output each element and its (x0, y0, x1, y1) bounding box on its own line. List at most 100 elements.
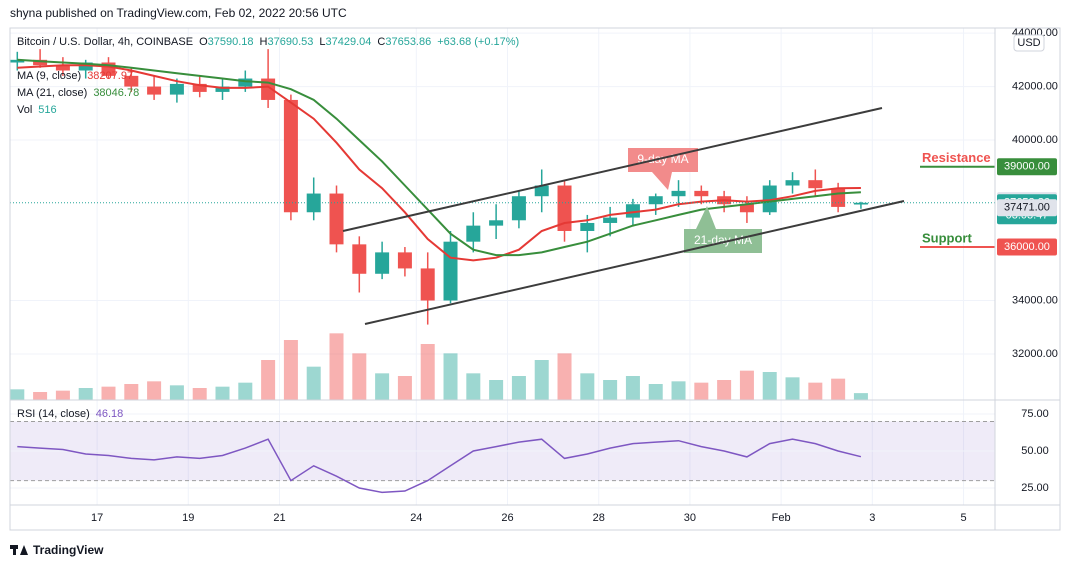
rsi-tick-label: 50.00 (1021, 445, 1049, 457)
volume-bar (853, 393, 868, 400)
channel-lower (364, 200, 905, 325)
legend-row: MA (21, close) 38046.78 (17, 87, 139, 99)
candle-body (534, 185, 549, 197)
volume-bar (603, 380, 618, 400)
legend-item: 37653.86 (385, 36, 431, 48)
candle-body (147, 86, 162, 95)
candle-body (33, 59, 48, 66)
candle-body (762, 185, 777, 213)
volume-bar (238, 382, 253, 400)
legend-item: 37429.04 (326, 36, 372, 48)
volume-bar (352, 353, 367, 400)
candle-body (352, 244, 367, 274)
legend-item: H (260, 36, 268, 48)
candle-body (648, 196, 663, 205)
callout-box (628, 148, 698, 190)
x-tick-label: 30 (684, 512, 696, 524)
price-label-box (997, 158, 1057, 176)
volume-bar (557, 353, 572, 400)
legend-row: Bitcoin / U.S. Dollar, 4h, COINBASE O3759… (17, 36, 519, 48)
footer-logo (10, 545, 28, 555)
volume-bar (169, 385, 184, 400)
legend-item: 37690.53 (267, 36, 313, 48)
candle-body (580, 222, 595, 231)
footer-brand: TradingView (33, 543, 104, 557)
volume-bar (283, 340, 298, 400)
candle-body (420, 268, 435, 301)
volume-bar (55, 390, 70, 400)
volume-bar (443, 353, 458, 400)
x-tick-label: 28 (593, 512, 605, 524)
volume-bar (831, 378, 846, 400)
x-tick-label: 3 (869, 512, 875, 524)
price-label-box (997, 199, 1057, 217)
legend-item: O (199, 36, 208, 48)
rsi-tick-label: 25.00 (1021, 482, 1049, 494)
volume-bar (489, 380, 504, 400)
level-label: Support (922, 230, 972, 245)
y-tick-label: 32000.00 (1012, 348, 1058, 360)
candle-body (557, 185, 572, 231)
candle-body (785, 180, 800, 186)
volume-bar (397, 376, 412, 400)
legend-item: Bitcoin / U.S. Dollar, 4h, COINBASE (17, 36, 193, 48)
price-label-box (997, 238, 1057, 256)
candle-body (283, 99, 298, 213)
volume-bar (10, 389, 25, 400)
candle-body (671, 190, 686, 197)
candle-body (329, 193, 344, 245)
candle-body (215, 86, 230, 92)
legend-item: RSI (14, close) (17, 408, 90, 420)
x-tick-label: 19 (182, 512, 194, 524)
volume-bar (101, 386, 116, 400)
candle-body (853, 202, 868, 205)
legend-item: MA (9, close) (17, 70, 81, 82)
legend-item: 38207.97 (87, 70, 133, 82)
volume-bar (671, 381, 686, 400)
volume-bar (534, 360, 549, 400)
volume-bar (625, 376, 640, 400)
callout-text: 21-day MA (694, 233, 752, 247)
currency-box (1013, 34, 1045, 52)
ma-line (17, 64, 861, 262)
y-tick-label: 34000.00 (1012, 294, 1058, 306)
candle-body (603, 217, 618, 223)
y-tick-label: 40000.00 (1012, 134, 1058, 146)
candle-body (397, 252, 412, 269)
legend-row: Vol 516 (17, 104, 57, 116)
volume-bar (739, 370, 754, 400)
volume-bar (147, 381, 162, 400)
volume-bar (306, 366, 321, 400)
candle-body (169, 83, 184, 95)
frame (9, 27, 1061, 531)
volume-bar (375, 373, 390, 400)
x-tick-label: 5 (960, 512, 966, 524)
candle-body (739, 204, 754, 213)
price-label: 39000.00 (1004, 161, 1050, 173)
price-label: 36000.00 (1004, 241, 1050, 253)
legend-item: C (377, 36, 385, 48)
volume-bar (648, 384, 663, 400)
candle-body (443, 241, 458, 301)
volume-bar (762, 372, 777, 400)
candle-body (511, 196, 526, 221)
legend-row: MA (9, close) 38207.97 (17, 70, 133, 82)
volume-bar (124, 384, 139, 400)
candle-body (466, 225, 481, 242)
candle-body (10, 59, 25, 63)
currency: USD (1017, 37, 1040, 49)
candle-body (489, 220, 504, 226)
legend-item: 516 (38, 104, 56, 116)
volume-bar (466, 373, 481, 400)
volume-bar (511, 376, 526, 400)
legend-item: MA (21, close) (17, 87, 87, 99)
volume-bar (785, 377, 800, 400)
volume-bar (33, 392, 48, 400)
x-tick-label: 26 (501, 512, 513, 524)
candle-body (55, 65, 70, 71)
callout-box (684, 206, 762, 253)
legend-item: 46.18 (96, 408, 124, 420)
x-tick-label: Feb (772, 512, 791, 524)
